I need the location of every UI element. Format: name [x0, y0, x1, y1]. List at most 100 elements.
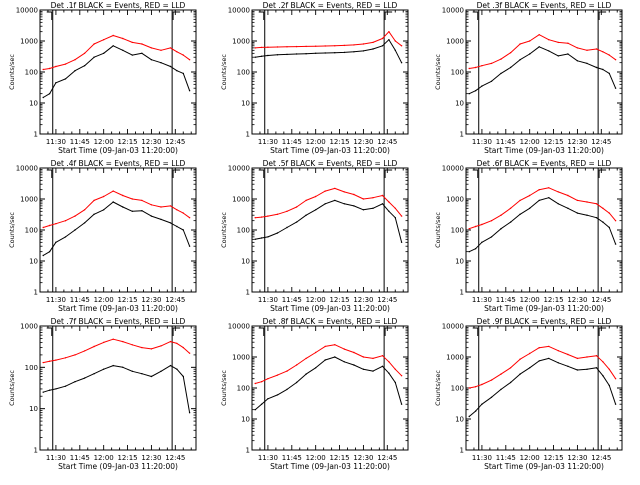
data-point-events — [160, 62, 162, 64]
x-tick-label: 12:45 — [591, 454, 611, 462]
data-point-lld — [131, 41, 133, 44]
x-axis-label: Start Time (09-Jan-03 11:20:00) — [58, 304, 178, 313]
x-tick-label: 12:15 — [329, 296, 349, 304]
data-point-events — [548, 197, 550, 199]
data-point-events — [500, 72, 502, 75]
data-point-lld — [93, 43, 95, 45]
x-tick-label: 11:45 — [70, 138, 90, 146]
y-tick-label: 1000 — [20, 196, 38, 204]
data-point-lld — [557, 350, 559, 352]
chart-title: Det .8f BLACK = Events, RED = LLD — [263, 317, 398, 326]
series-line-events — [468, 197, 617, 253]
x-tick-label: 12:45 — [165, 454, 185, 462]
data-point-events — [55, 241, 57, 243]
data-point-events — [169, 364, 172, 367]
data-point-events — [334, 356, 336, 358]
data-point-events — [468, 415, 470, 418]
data-point-events — [276, 54, 279, 56]
x-tick-label: 12:00 — [94, 454, 114, 462]
data-point-lld — [394, 368, 396, 370]
data-point-events — [160, 370, 162, 372]
x-tick-label: 12:15 — [543, 296, 563, 304]
data-point-events — [83, 65, 86, 67]
x-axis-label: Start Time (09-Jan-03 11:20:00) — [58, 146, 178, 155]
data-point-events — [93, 56, 95, 58]
series-line-events — [254, 356, 403, 411]
data-point-events — [500, 388, 502, 391]
data-point-events — [48, 389, 51, 391]
data-point-events — [509, 66, 512, 69]
data-point-lld — [112, 34, 114, 37]
series-line-lld — [255, 344, 402, 384]
chart-title: Det .4f BLACK = Events, RED = LLD — [51, 159, 186, 168]
data-point-lld — [362, 356, 365, 358]
data-point-events — [260, 403, 263, 405]
y-tick-label: 10 — [29, 405, 38, 413]
data-point-lld — [500, 214, 502, 216]
data-point-events — [305, 214, 307, 216]
data-point-lld — [372, 197, 374, 199]
data-point-events — [122, 206, 124, 208]
data-point-events — [381, 45, 384, 47]
data-point-events — [608, 226, 610, 229]
data-point-lld — [150, 348, 153, 350]
series-line-events — [43, 365, 191, 413]
range-bracket-mark — [598, 169, 607, 178]
y-tick-label: 10 — [29, 258, 38, 266]
data-point-lld — [362, 198, 365, 200]
y-tick-label: 1000 — [232, 354, 250, 362]
y-tick-label: 1 — [34, 289, 38, 297]
data-point-lld — [131, 198, 133, 200]
x-tick-label: 12:00 — [94, 138, 114, 146]
data-point-lld — [595, 355, 598, 357]
y-tick-label: 1 — [34, 131, 38, 139]
data-point-lld — [538, 189, 540, 191]
chart-title: Det .5f BLACK = Events, RED = LLD — [263, 159, 398, 168]
y-axis-label: Counts/sec — [8, 370, 16, 406]
data-point-events — [538, 46, 540, 48]
x-tick-label: 11:30 — [258, 454, 278, 462]
data-point-events — [150, 59, 153, 61]
plot-frame — [39, 325, 197, 451]
x-tick-label: 11:30 — [258, 138, 278, 146]
data-point-lld — [48, 360, 51, 362]
data-point-events — [538, 199, 540, 202]
chart-title: Det .9f BLACK = Events, RED = LLD — [477, 317, 612, 326]
data-point-events — [353, 205, 355, 207]
data-point-events — [74, 381, 76, 383]
y-axis-label: Counts/sec — [220, 370, 228, 406]
y-tick-label: 100 — [237, 227, 250, 235]
data-point-lld — [276, 46, 279, 48]
data-point-lld — [188, 352, 191, 354]
data-point-lld — [276, 374, 279, 376]
series-line-lld — [255, 187, 402, 219]
range-bracket-mark — [472, 169, 479, 178]
data-point-events — [42, 391, 44, 393]
y-tick-label: 10 — [29, 100, 38, 108]
data-point-lld — [490, 220, 493, 222]
data-point-events — [388, 39, 390, 41]
y-tick-label: 1 — [460, 131, 464, 139]
data-point-lld — [519, 43, 521, 45]
y-tick-label: 10000 — [442, 7, 464, 15]
data-point-lld — [608, 212, 610, 214]
x-tick-label: 12:15 — [329, 454, 349, 462]
data-point-lld — [55, 223, 57, 225]
x-tick-label: 12:45 — [591, 296, 611, 304]
data-point-lld — [548, 39, 550, 41]
data-point-lld — [490, 379, 493, 381]
series-line-events — [255, 39, 403, 63]
data-point-events — [182, 375, 184, 378]
data-point-events — [42, 96, 44, 99]
y-tick-label: 1000 — [446, 196, 464, 204]
data-point-lld — [481, 65, 483, 67]
range-bracket-mark — [172, 169, 181, 178]
range-bracket-mark — [384, 11, 393, 20]
data-point-lld — [254, 47, 256, 49]
data-point-lld — [394, 207, 396, 209]
y-axis-label: Counts/sec — [220, 54, 228, 90]
range-bracket-mark — [384, 327, 393, 336]
chart-title: Det .1f BLACK = Events, RED = LLD — [51, 1, 186, 10]
x-tick-label: 12:15 — [543, 138, 563, 146]
data-point-lld — [586, 356, 588, 358]
